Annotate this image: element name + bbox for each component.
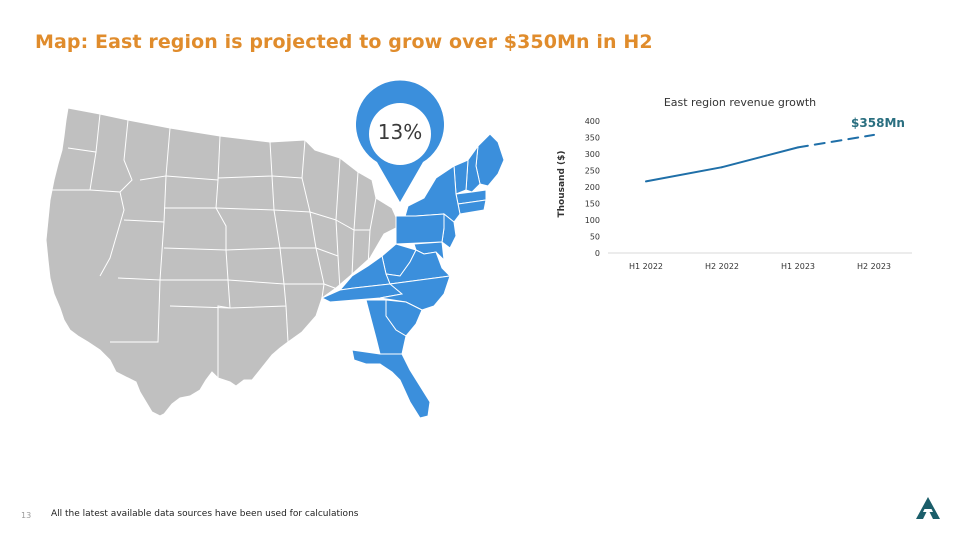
page-number: 13: [21, 511, 32, 520]
revenue-chart-svg: East region revenue growth Thousand ($) …: [557, 96, 912, 271]
chart-annotation: $358Mn: [851, 116, 905, 130]
chart-series-line: [721, 146, 799, 169]
state-georgia: [365, 299, 407, 355]
state-maine: [475, 133, 505, 187]
company-logo-icon: [916, 497, 940, 519]
slide-title: Map: East region is projected to grow ov…: [35, 31, 653, 53]
chart-y-tick-label: 400: [585, 117, 600, 126]
chart-y-tick-label: 0: [595, 249, 600, 258]
chart-x-tick-label: H2 2023: [857, 262, 891, 271]
chart-y-tick-label: 200: [585, 183, 600, 192]
state-florida: [351, 349, 431, 419]
pin-callout-value: 13%: [377, 120, 423, 144]
chart-y-tick-label: 150: [585, 200, 600, 209]
state-borders: [50, 113, 377, 378]
chart-y-tick-label: 300: [585, 150, 600, 159]
us-map-svg: [45, 80, 505, 419]
chart-x-tick-label: H1 2023: [781, 262, 815, 271]
us-base-shape: [45, 107, 401, 417]
footer-note: All the latest available data sources ha…: [51, 509, 359, 519]
chart-y-tick-label: 50: [590, 233, 600, 242]
chart-x-ticks: H1 2022 H2 2022 H1 2023 H2 2023: [629, 262, 891, 271]
chart-y-ticks: 0 50 100 150 200 250 300 350 400: [585, 117, 600, 258]
us-map: 13%: [40, 80, 520, 430]
chart-series-line-projected: [797, 133, 875, 149]
chart-y-tick-label: 250: [585, 167, 600, 176]
chart-x-tick-label: H2 2022: [705, 262, 739, 271]
chart-x-tick-label: H1 2022: [629, 262, 663, 271]
east-region: [320, 133, 505, 419]
chart-y-axis-label: Thousand ($): [557, 150, 567, 217]
chart-series-line: [645, 166, 723, 183]
chart-y-tick-label: 350: [585, 134, 600, 143]
state-pennsylvania: [395, 213, 445, 245]
chart-title: East region revenue growth: [664, 96, 816, 109]
map-pin-icon: [355, 80, 444, 202]
chart-y-tick-label: 100: [585, 216, 600, 225]
chart-series: [645, 133, 875, 183]
revenue-chart: East region revenue growth Thousand ($) …: [550, 88, 930, 288]
